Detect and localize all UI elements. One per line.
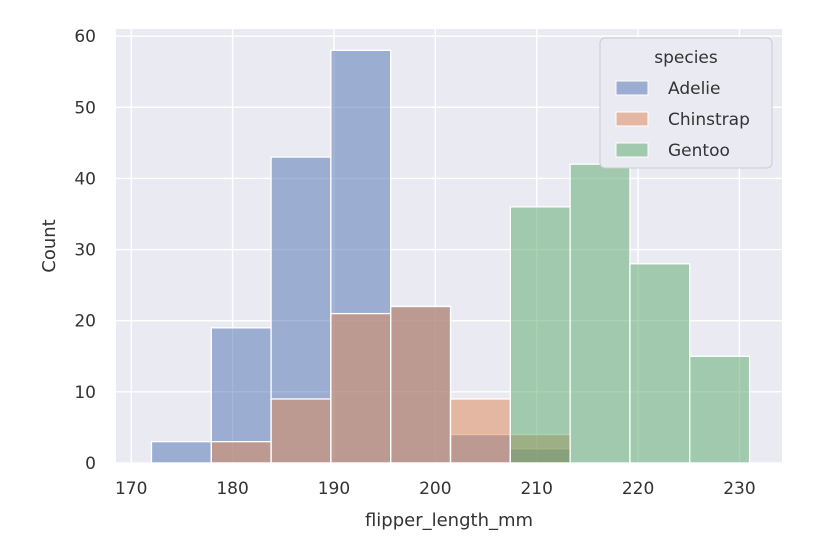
bar-adelie	[210, 327, 272, 464]
bar-chinstrap	[270, 398, 332, 464]
legend-label-gentoo: Gentoo	[668, 141, 730, 161]
bar-adelie	[150, 441, 212, 464]
y-tick-label: 0	[85, 454, 96, 474]
legend-swatch-gentoo	[615, 142, 649, 158]
bar-chinstrap	[330, 312, 392, 464]
x-tick-label: 190	[318, 479, 350, 499]
x-tick-label: 220	[622, 479, 654, 499]
x-tick-label: 180	[216, 479, 248, 499]
bar-gentoo	[569, 163, 631, 464]
bar-gentoo	[689, 355, 751, 464]
x-tick-label: 200	[419, 479, 451, 499]
tick-labels: 170 180 190 200 210 220 230 0 10 20 30 40 50 60	[74, 27, 755, 499]
x-tick-label: 210	[520, 479, 552, 499]
y-tick-label: 20	[74, 312, 96, 332]
x-tick-label: 230	[723, 479, 755, 499]
legend-swatch-chinstrap	[615, 111, 649, 127]
legend-label-chinstrap: Chinstrap	[668, 110, 750, 130]
legend-label-adelie: Adelie	[668, 79, 721, 99]
bar-chinstrap	[210, 441, 272, 464]
bar-gentoo	[509, 206, 571, 464]
series-chinstrap	[210, 305, 571, 464]
y-axis-label: Count	[39, 219, 60, 272]
y-tick-label: 50	[74, 98, 96, 118]
x-axis-label: flipper_length_mm	[365, 510, 533, 531]
y-tick-label: 10	[74, 383, 96, 403]
legend-swatch-adelie	[615, 80, 649, 96]
y-tick-label: 60	[74, 27, 96, 47]
x-tick-label: 170	[115, 479, 147, 499]
legend: species Adelie Chinstrap Gentoo	[599, 37, 773, 169]
legend-box	[599, 37, 773, 169]
bars	[150, 49, 751, 464]
y-tick-label: 40	[74, 169, 96, 189]
legend-items: Adelie Chinstrap Gentoo	[615, 79, 750, 161]
bar-chinstrap	[449, 398, 511, 464]
bar-chinstrap	[390, 305, 452, 464]
y-tick-label: 30	[74, 241, 96, 261]
legend-title: species	[654, 48, 718, 68]
series-gentoo	[509, 163, 751, 464]
bar-gentoo	[629, 263, 691, 464]
